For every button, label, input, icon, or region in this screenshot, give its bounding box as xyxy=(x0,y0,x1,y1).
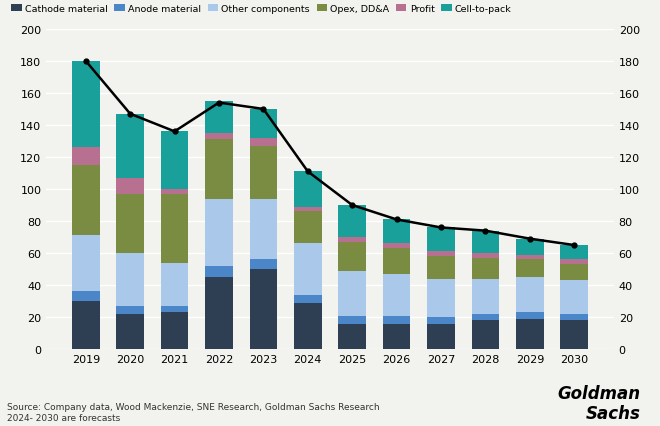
Bar xyxy=(427,324,455,349)
Bar xyxy=(560,265,588,281)
Bar xyxy=(560,320,588,349)
Bar xyxy=(72,292,100,301)
Bar xyxy=(339,316,366,324)
Bar xyxy=(516,313,544,319)
Bar xyxy=(472,253,499,258)
Bar xyxy=(161,190,188,194)
Bar xyxy=(339,242,366,271)
Bar xyxy=(383,274,411,316)
Bar xyxy=(249,147,277,199)
Bar xyxy=(516,277,544,313)
Bar xyxy=(294,244,321,295)
Bar xyxy=(205,277,233,349)
Bar xyxy=(72,166,100,236)
Bar xyxy=(472,231,499,253)
Bar xyxy=(116,253,144,306)
Bar xyxy=(249,269,277,349)
Bar xyxy=(72,148,100,166)
Bar xyxy=(72,236,100,292)
Bar xyxy=(516,319,544,349)
Bar xyxy=(427,228,455,252)
Bar xyxy=(205,266,233,277)
Bar xyxy=(161,313,188,349)
Bar xyxy=(472,258,499,279)
Bar xyxy=(116,115,144,178)
Bar xyxy=(294,207,321,212)
Bar xyxy=(516,255,544,260)
Bar xyxy=(72,301,100,349)
Bar xyxy=(339,271,366,316)
Bar xyxy=(339,205,366,237)
Bar xyxy=(383,244,411,249)
Bar xyxy=(294,303,321,349)
Text: Goldman
Sachs: Goldman Sachs xyxy=(557,384,640,422)
Bar xyxy=(116,314,144,349)
Bar xyxy=(383,324,411,349)
Bar xyxy=(205,199,233,266)
Bar xyxy=(560,260,588,265)
Bar xyxy=(516,260,544,277)
Bar xyxy=(72,62,100,148)
Bar xyxy=(560,245,588,260)
Bar xyxy=(560,281,588,314)
Bar xyxy=(161,194,188,263)
Bar xyxy=(249,109,277,138)
Legend: Cathode material, Anode material, Other components, Opex, DD&A, Profit, Cell-to-: Cathode material, Anode material, Other … xyxy=(11,5,512,14)
Bar xyxy=(427,256,455,279)
Bar xyxy=(205,134,233,140)
Bar xyxy=(383,220,411,244)
Bar xyxy=(472,320,499,349)
Bar xyxy=(161,132,188,190)
Bar xyxy=(383,249,411,274)
Bar xyxy=(383,316,411,324)
Bar xyxy=(249,199,277,260)
Bar xyxy=(116,194,144,253)
Bar xyxy=(161,263,188,306)
Bar xyxy=(560,314,588,320)
Bar xyxy=(339,237,366,242)
Bar xyxy=(249,260,277,269)
Text: Source: Company data, Wood Mackenzie, SNE Research, Goldman Sachs Research
2024-: Source: Company data, Wood Mackenzie, SN… xyxy=(7,403,380,422)
Bar xyxy=(427,279,455,317)
Bar xyxy=(116,178,144,194)
Bar xyxy=(516,239,544,255)
Bar xyxy=(427,317,455,324)
Bar xyxy=(205,102,233,134)
Bar xyxy=(116,306,144,314)
Bar xyxy=(339,324,366,349)
Bar xyxy=(294,172,321,207)
Bar xyxy=(205,140,233,199)
Bar xyxy=(294,295,321,303)
Bar xyxy=(427,252,455,256)
Bar xyxy=(472,314,499,320)
Bar xyxy=(294,212,321,244)
Bar xyxy=(249,138,277,147)
Bar xyxy=(472,279,499,314)
Bar xyxy=(161,306,188,313)
